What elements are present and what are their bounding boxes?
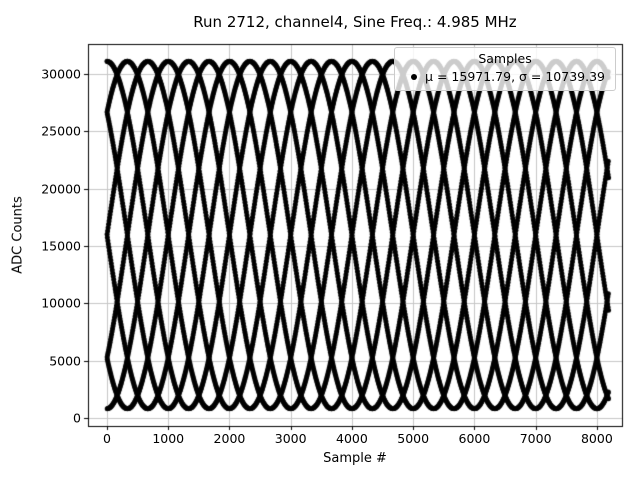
y-axis-label: ADC Counts — [10, 196, 26, 274]
x-axis-label: Sample # — [323, 451, 387, 466]
y-tick-label: 20000 — [41, 181, 81, 197]
dot-marker-icon — [411, 73, 418, 80]
x-tick-label: 5000 — [397, 431, 430, 446]
x-tick-label: 8000 — [580, 431, 613, 446]
chart-title: Run 2712, channel4, Sine Freq.: 4.985 MH… — [193, 13, 517, 31]
legend-entry-label: μ = 15971.79, σ = 10739.39 — [425, 69, 605, 84]
y-tick-label: 10000 — [41, 295, 81, 311]
x-tick-label: 7000 — [519, 431, 552, 446]
x-tick-label: 0 — [102, 431, 111, 446]
legend: Samples μ = 15971.79, σ = 10739.39 — [394, 47, 616, 91]
x-tick-label: 1000 — [152, 431, 185, 446]
legend-entry: μ = 15971.79, σ = 10739.39 — [405, 69, 605, 84]
y-tick-label: 25000 — [41, 123, 81, 139]
y-tick-label: 15000 — [41, 238, 81, 254]
legend-title: Samples — [478, 51, 532, 66]
y-tick-label: 0 — [73, 410, 81, 426]
x-tick-label: 3000 — [274, 431, 307, 446]
x-tick-label: 2000 — [213, 431, 246, 446]
x-tick-label: 6000 — [458, 431, 491, 446]
x-tick-label: 4000 — [336, 431, 368, 446]
y-tick-label: 5000 — [49, 353, 81, 369]
y-tick-label: 30000 — [41, 66, 81, 82]
